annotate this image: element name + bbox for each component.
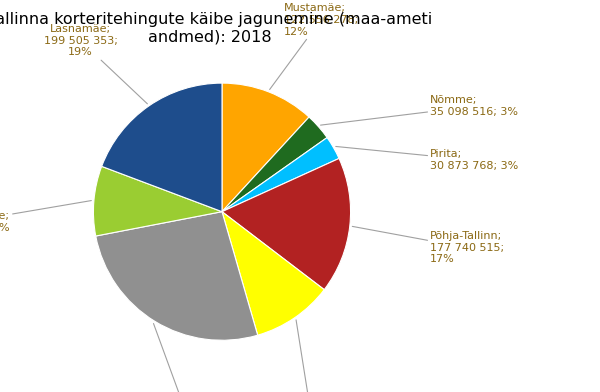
Text: Tallinna korteritehingute käibe jagunemine (maa-ameti
andmed): 2018: Tallinna korteritehingute käibe jagunemi… — [0, 12, 432, 44]
Text: Kristiine;
90 784 493; 9%: Kristiine; 90 784 493; 9% — [0, 201, 91, 233]
Wedge shape — [96, 212, 257, 340]
Wedge shape — [222, 138, 339, 212]
Wedge shape — [94, 166, 222, 236]
Wedge shape — [222, 158, 350, 290]
Text: Mustamäe;
122 556 278;
12%: Mustamäe; 122 556 278; 12% — [269, 4, 358, 89]
Wedge shape — [101, 83, 222, 212]
Wedge shape — [222, 83, 309, 212]
Text: Lasnamäe;
199 505 353;
19%: Lasnamäe; 199 505 353; 19% — [44, 24, 148, 104]
Text: Haabersti;
105 144 261;
10%: Haabersti; 105 144 261; 10% — [278, 320, 352, 392]
Text: Kesklinn;
273 819 456;
27%: Kesklinn; 273 819 456; 27% — [154, 323, 233, 392]
Wedge shape — [222, 117, 327, 212]
Text: Põhja-Tallinn;
177 740 515;
17%: Põhja-Tallinn; 177 740 515; 17% — [352, 227, 505, 264]
Text: Pirita;
30 873 768; 3%: Pirita; 30 873 768; 3% — [336, 147, 518, 171]
Text: Nõmme;
35 098 516; 3%: Nõmme; 35 098 516; 3% — [320, 95, 518, 125]
Wedge shape — [222, 212, 324, 335]
